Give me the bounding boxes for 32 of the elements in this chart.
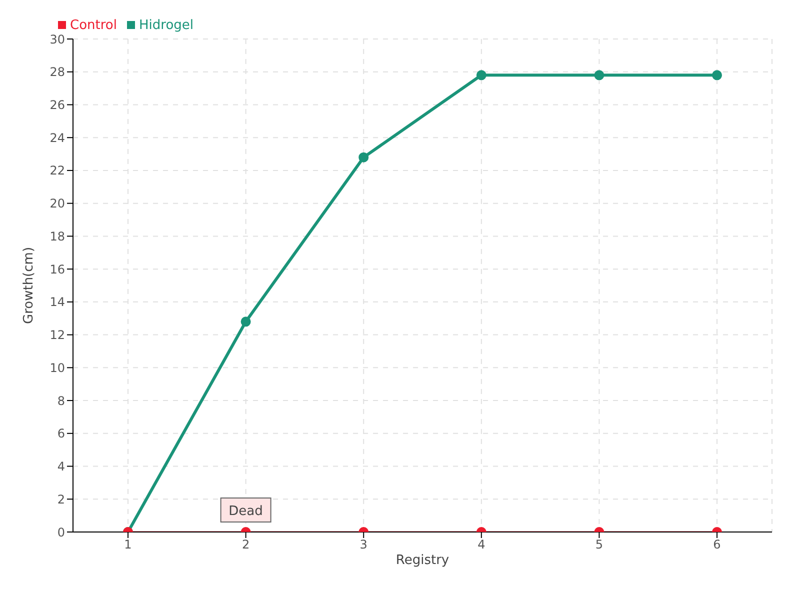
y-tick-label: 30: [50, 32, 65, 46]
y-tick-label: 12: [50, 328, 65, 342]
y-tick-label: 4: [57, 460, 65, 474]
x-tick-label: 5: [595, 538, 604, 552]
y-tick-label: 6: [57, 426, 65, 441]
x-tick-label: 1: [124, 538, 132, 552]
x-tick-label: 6: [713, 538, 721, 552]
y-tick-label: 18: [50, 229, 65, 244]
point: [712, 70, 722, 80]
y-tick-label: 0: [57, 525, 65, 540]
y-axis-title: Growth(cm): [22, 246, 37, 324]
x-tick-label: 4: [478, 538, 486, 552]
y-tick-label: 10: [50, 360, 65, 375]
point: [240, 316, 251, 327]
y-tick-label: 28: [50, 65, 65, 80]
point: [358, 152, 369, 162]
y-tick-label: 20: [50, 196, 65, 211]
y-tick-label: 2: [57, 492, 65, 506]
y-tick-label: 26: [50, 98, 65, 112]
y-tick-label: 8: [57, 394, 65, 408]
legend-label: Hidrogel: [139, 18, 194, 33]
y-tick-label: 22: [50, 164, 65, 178]
x-tick-label: 3: [360, 538, 368, 552]
point: [476, 70, 486, 80]
x-axis-title: Registry: [396, 553, 450, 568]
point: [594, 70, 604, 80]
y-tick-label: 16: [50, 262, 65, 276]
annotation: Dead: [228, 504, 263, 519]
y-tick-label: 14: [50, 295, 65, 310]
y-tick-label: 24: [50, 130, 65, 145]
x-tick-label: 2: [242, 538, 250, 552]
legend-label: Control: [70, 18, 117, 33]
